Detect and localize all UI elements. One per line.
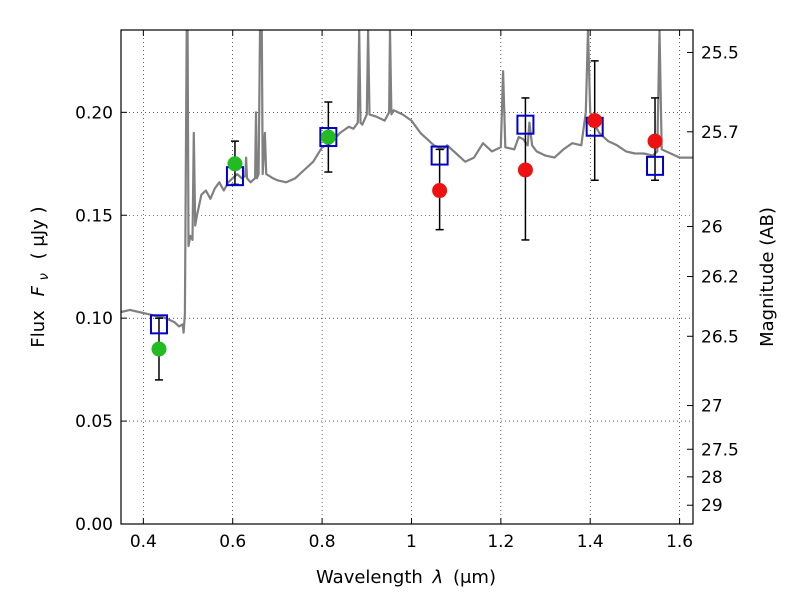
model-photometry-square — [516, 114, 535, 135]
mag-tick-label: 27.5 — [701, 440, 739, 460]
optical-photometry-point — [227, 156, 243, 172]
x-tick-label: 1 — [406, 532, 417, 552]
mag-tick-label: 26 — [701, 217, 723, 237]
model-photometry-square — [430, 145, 449, 166]
x-axis-label: Wavelength λ (μm) — [316, 567, 496, 588]
mag-tick-label: 29 — [701, 496, 723, 516]
y-axis-label-subscript: ν — [37, 273, 52, 280]
y-axis-label-prefix: Flux — [28, 310, 49, 348]
y-tick-label: 0.10 — [75, 309, 113, 329]
mag-tick-label: 26.2 — [701, 268, 739, 288]
optical-photometry-point — [320, 129, 336, 145]
spectrum-line — [121, 30, 693, 334]
mag-tick-label: 26.5 — [701, 327, 739, 347]
x-axis-label-unit: (μm) — [453, 567, 496, 588]
mag-tick-label: 28 — [701, 468, 723, 488]
model-photometry-square — [319, 127, 338, 148]
y-tick-label: 0.15 — [75, 206, 113, 226]
nir-photometry-point — [517, 162, 533, 178]
y-tick-label: 0.05 — [75, 412, 113, 432]
mag-tick-label: 25.5 — [701, 43, 739, 63]
y-tick-label: 0.20 — [75, 103, 113, 123]
x-tick-label: 1.4 — [577, 532, 604, 552]
x-tick-label: 1.6 — [666, 532, 693, 552]
y-axis-label-symbol: F — [28, 285, 49, 296]
data-layer — [121, 30, 693, 381]
y-axis-label: Flux F ν ( μJy ) — [28, 206, 53, 347]
y2-axis-label: Magnitude (AB) — [757, 207, 778, 347]
mag-tick-label: 27 — [701, 397, 723, 417]
nir-photometry-point — [432, 183, 448, 199]
plot-area — [121, 30, 693, 381]
y-axis-label-unit: ( μJy ) — [28, 206, 49, 259]
model-photometry-square — [646, 155, 665, 176]
x-tick-label: 0.8 — [309, 532, 336, 552]
ticks: 0.4 0.6 0.8 1 1.2 1.4 1.6 0.00 0.05 0.10 0.15 0.20 2… — [75, 30, 739, 552]
x-axis-label-symbol: λ — [432, 567, 444, 588]
nir-photometry-point — [587, 113, 603, 129]
x-axis-label-prefix: Wavelength — [316, 567, 423, 588]
mag-tick-label: 25.7 — [701, 123, 739, 143]
model-photometry-square — [149, 314, 168, 335]
x-tick-label: 1.2 — [487, 532, 514, 552]
x-tick-label: 0.6 — [219, 532, 246, 552]
optical-photometry-point — [151, 341, 167, 357]
nir-photometry-point — [647, 133, 663, 149]
x-tick-label: 0.4 — [130, 532, 157, 552]
y-tick-label: 0.00 — [75, 515, 113, 535]
